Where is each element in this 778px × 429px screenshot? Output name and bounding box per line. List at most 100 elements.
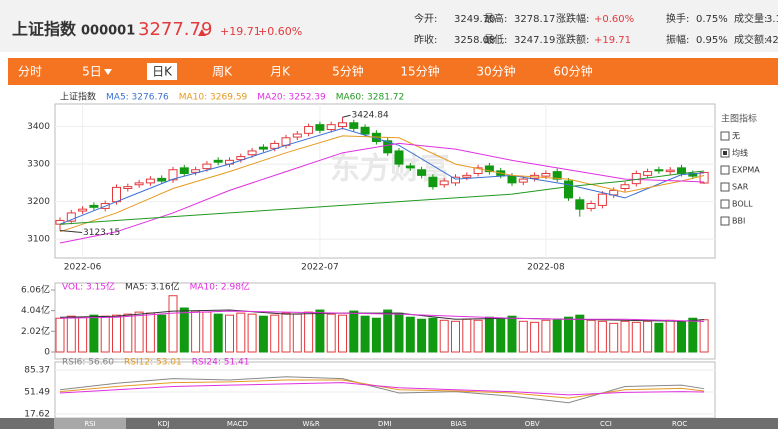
tab[interactable]: 5日: [82, 65, 102, 79]
volume-bar: [179, 307, 189, 353]
volume-bar: [518, 320, 528, 353]
tab[interactable]: 15分钟: [400, 64, 439, 79]
tab[interactable]: 周K: [212, 65, 233, 79]
volume-bar: [123, 313, 133, 353]
candle-body: [518, 178, 528, 183]
tab[interactable]: 月K: [270, 65, 291, 79]
stat-label: 昨收:: [414, 33, 437, 46]
checkbox[interactable]: [720, 199, 730, 209]
header-bg: [0, 0, 778, 52]
volume-bar: [225, 314, 234, 353]
volume-bar: [349, 310, 359, 353]
indicator-option[interactable]: EXPMA: [732, 166, 760, 175]
candle-body: [665, 169, 675, 173]
bottom-tab[interactable]: MACD: [227, 420, 248, 428]
stat-label: 成交量:: [734, 12, 767, 25]
tab[interactable]: 日K: [152, 65, 173, 79]
volume-bar: [631, 321, 641, 353]
candle-body: [89, 204, 99, 208]
volume-bar: [100, 315, 110, 353]
y-tick-label: 3300: [27, 160, 50, 170]
candle-body: [202, 163, 212, 170]
candle-body: [484, 165, 494, 173]
annotation-leader: [59, 230, 83, 234]
date-tick-label: 2022-08: [527, 263, 565, 273]
checkbox[interactable]: [720, 182, 730, 192]
stat-label: 成交额:: [734, 33, 767, 46]
candle-body: [439, 180, 449, 186]
volume-bar: [383, 309, 393, 353]
volume-bar: [326, 313, 336, 353]
tab[interactable]: 5分钟: [332, 64, 364, 79]
indicator-option[interactable]: BOLL: [732, 200, 753, 209]
candle-body: [123, 186, 133, 190]
stock-name: 上证指数: [12, 20, 77, 39]
bottom-tab-selected-bg: [54, 418, 126, 429]
y-tick-label: 0: [44, 348, 50, 358]
tab[interactable]: 30分钟: [476, 64, 515, 79]
bottom-tab[interactable]: ROC: [672, 420, 687, 428]
indicator-option[interactable]: BBI: [732, 217, 745, 226]
volume-bar: [247, 313, 257, 353]
indicator-title: 主图指标: [721, 113, 757, 125]
candle-body: [507, 175, 517, 184]
candle-body: [236, 156, 246, 161]
checkbox-mark: [723, 151, 727, 155]
volume-bar: [541, 319, 551, 353]
checkbox[interactable]: [720, 131, 730, 141]
bottom-tab[interactable]: OBV: [525, 420, 540, 428]
legend-title: 上证指数: [60, 91, 96, 103]
volume-bar: [609, 322, 619, 353]
volume-bar: [462, 318, 472, 353]
tab[interactable]: 60分钟: [553, 64, 592, 79]
stat-label: 最低:: [484, 33, 507, 46]
candle-body: [179, 167, 189, 174]
volume-bar: [507, 315, 517, 353]
indicator-option[interactable]: SAR: [732, 183, 749, 192]
stat-value: 0.75%: [696, 14, 728, 25]
bottom-tab[interactable]: BIAS: [450, 420, 467, 428]
annotation-leader: [342, 114, 351, 118]
candle-body: [575, 199, 585, 210]
y-tick-label: 3400: [27, 122, 50, 132]
volume-bar: [620, 320, 630, 353]
volume-bar: [473, 319, 483, 353]
volume-bar: [575, 314, 585, 353]
candle-body: [315, 124, 325, 131]
bottom-tab[interactable]: DMI: [378, 420, 392, 428]
volume-bar: [552, 318, 562, 353]
candle-body: [597, 193, 607, 206]
stat-label: 振幅:: [666, 33, 689, 46]
bottom-tab[interactable]: CCI: [600, 420, 612, 428]
price-change: +19.71: [220, 25, 261, 38]
stat-value: 3258.08: [454, 35, 495, 46]
volume-bar: [202, 311, 212, 353]
checkbox[interactable]: [720, 216, 730, 226]
bottom-tab[interactable]: W&R: [302, 420, 319, 428]
y-tick-label: 6.06亿: [21, 284, 50, 296]
candle-body: [213, 159, 223, 163]
indicator-option[interactable]: 均线: [732, 148, 748, 158]
candle-body: [643, 171, 653, 176]
volume-bar: [677, 320, 686, 353]
candle-body: [304, 126, 314, 134]
candle-body: [145, 178, 155, 184]
candle-body: [66, 212, 76, 222]
indicator-line: [59, 376, 705, 404]
y-tick-label: 17.62: [24, 410, 50, 420]
volume-bar: [66, 315, 76, 353]
candle-body: [428, 176, 438, 188]
tab-selected-bg: [147, 63, 177, 80]
bottom-tab[interactable]: KDJ: [158, 420, 170, 428]
y-tick-label: 2.02亿: [21, 325, 50, 337]
candle-body: [168, 169, 178, 181]
candle-body: [631, 172, 641, 185]
stock-code: 000001: [81, 24, 135, 39]
checkbox[interactable]: [720, 165, 730, 175]
candle-body: [564, 180, 573, 199]
volume-plot-frame: [54, 282, 716, 360]
indicator-option[interactable]: 无: [732, 132, 740, 141]
tab[interactable]: 分时: [18, 65, 42, 79]
bottom-tab[interactable]: RSI: [84, 420, 95, 428]
indicator-line: [59, 127, 705, 225]
